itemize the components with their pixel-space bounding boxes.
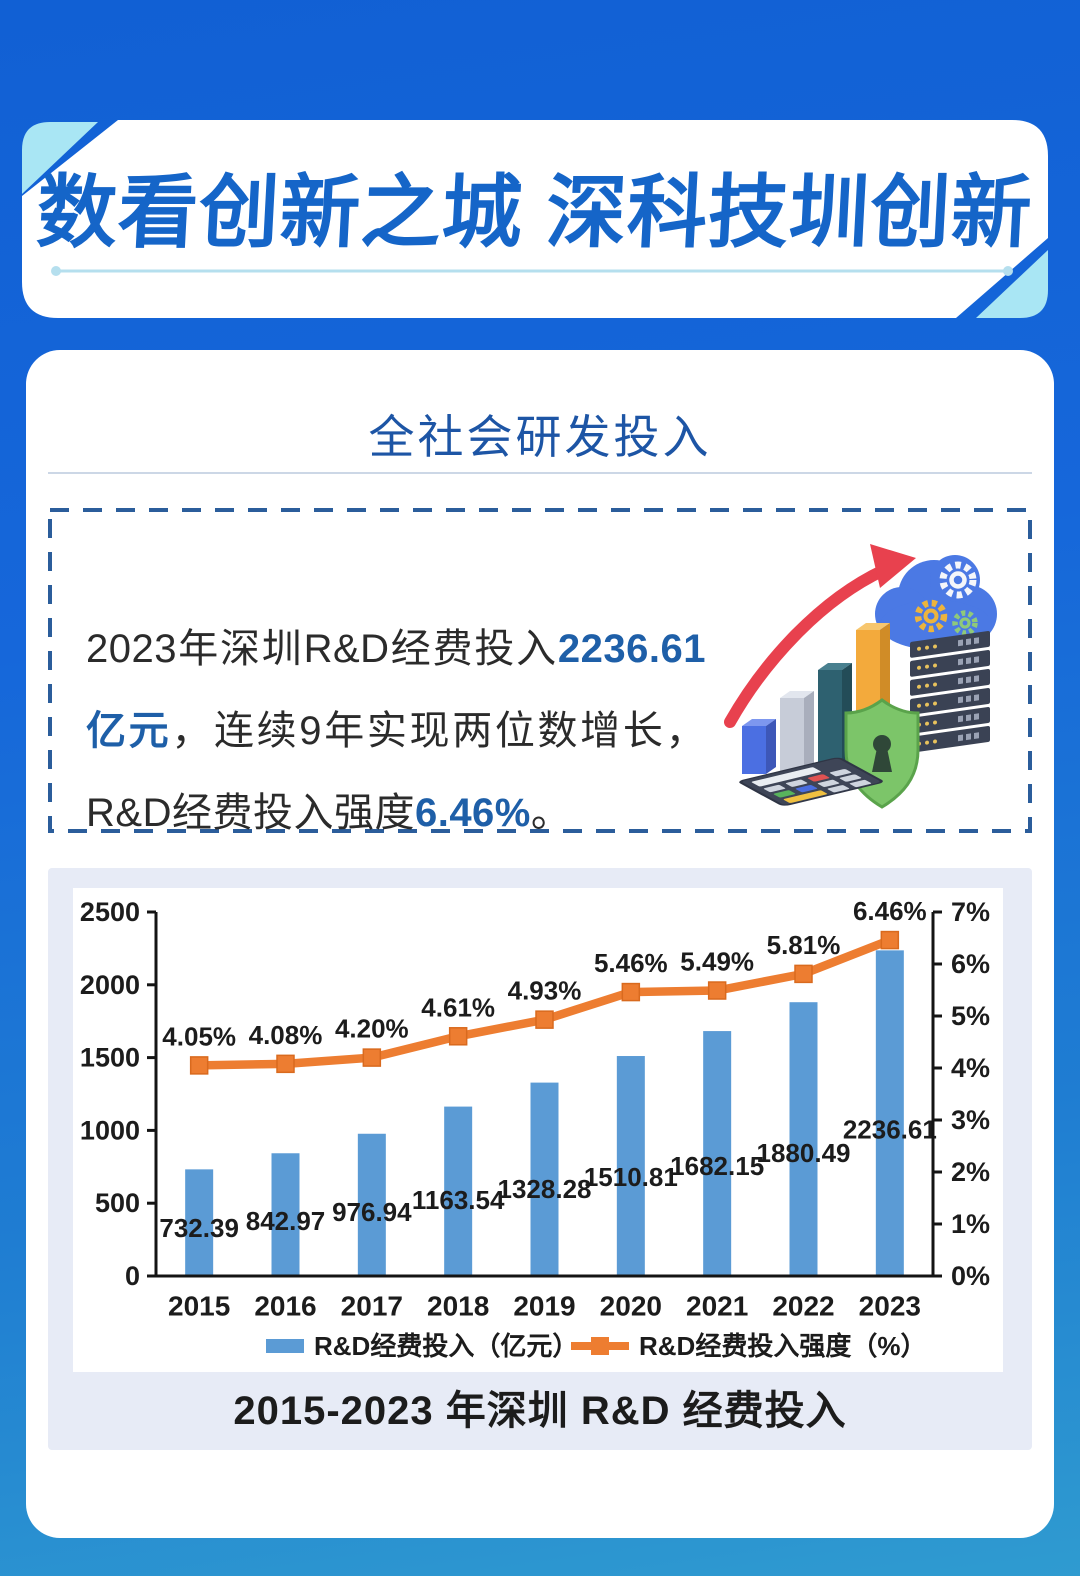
left-tick-label: 1000 [80,1115,140,1145]
bar-2023 [875,950,904,1276]
legend-bar-swatch [266,1339,304,1353]
right-tick-label: 3% [951,1105,990,1135]
right-tick-label: 2% [951,1157,990,1187]
bar-2018 [444,1106,473,1276]
right-tick-label: 6% [951,949,990,979]
banner-divider-dot-right [1003,266,1013,276]
line-label: 5.81% [767,930,841,960]
bar-2016 [271,1153,300,1276]
bar-label: 976.94 [332,1197,412,1227]
banner-accent-top-left [22,122,98,194]
line-marker [621,982,641,1002]
year-label: 2020 [600,1291,662,1322]
line-label: 4.08% [249,1020,323,1050]
banner-title: 数看创新之城 深科技圳创新 [34,168,1035,257]
paragraph-highlight-intensity: 6.46% [414,791,531,835]
left-tick-label: 500 [95,1188,140,1218]
line-marker [880,930,900,950]
line-marker [362,1048,382,1067]
banner-shape [22,120,1048,318]
server-stack-icon [910,631,990,753]
line-label: 4.61% [421,992,495,1022]
line-label: 5.46% [594,948,668,978]
paragraph-highlight-amount: 2236.61亿元 [86,627,706,753]
chart-legend: R&D经费投入（亿元） R&D经费投入强度（%） [266,1331,926,1361]
line-label: 5.49% [680,947,754,977]
chart-panel: 732.39 842.97 976.94 1163.54 1328.28 1510.81 1… [73,888,1003,1372]
bar-2015 [185,1169,214,1276]
bar-label: 1163.54 [412,1185,505,1215]
line-label: 6.46% [853,896,927,926]
bar-2020 [616,1056,645,1276]
gear-icon [914,599,948,633]
gear-icon [952,610,978,636]
year-label: 2022 [772,1291,834,1322]
right-tick-label: 5% [951,1001,990,1031]
tech-illustration [724,544,997,809]
year-label: 2015 [168,1291,230,1322]
calculator-icon [739,757,883,806]
legend-line-marker [591,1337,609,1355]
year-label: 2021 [686,1291,748,1322]
right-tick-label: 7% [951,897,990,927]
left-tick-label: 2500 [80,897,140,927]
content-card: 全社会研发投入 2023年深圳R&D经费投入2236.61亿元，连续9年实现两位… [26,350,1054,1538]
chart-caption: 2015-2023 年深圳 R&D 经费投入 [233,1389,847,1433]
dashed-border [48,508,1032,833]
bar-label: 842.97 [246,1206,326,1236]
line-label: 4.05% [162,1021,236,1051]
year-label: 2018 [427,1291,489,1322]
bar-2017 [357,1133,386,1276]
section-title: 全社会研发投入 [368,411,712,463]
year-label: 2017 [341,1291,403,1322]
growth-arrow-icon [724,544,916,728]
left-tick-label: 1500 [80,1043,140,1073]
chart-container: 732.39 842.97 976.94 1163.54 1328.28 1510.81 1… [48,868,1032,1450]
paragraph-segment: ，连续9年实现两位数增长，R&D经费投入强度 [86,709,707,835]
line-marker [535,1010,554,1029]
left-tick-label: 0 [125,1261,140,1291]
paragraph-segment: 2023年深圳R&D经费投入 [86,627,558,671]
right-tick-label: 4% [951,1053,990,1083]
line-marker [794,964,813,984]
gear-icon [939,561,977,599]
line-label: 4.93% [508,976,582,1006]
security-shield-icon [844,698,920,809]
year-label: 2023 [859,1291,921,1322]
paragraph-segment: 。 [530,791,572,835]
rd-combo-chart: 732.39 842.97 976.94 1163.541328.281510.811… [80,896,990,1361]
legend-bar-label: R&D经费投入（亿元） [314,1331,578,1361]
banner-accent-bottom-right [976,250,1048,318]
bar-2019 [530,1082,559,1276]
bar-2021 [703,1031,732,1276]
right-tick-label: 0% [951,1261,990,1291]
year-label: 2016 [254,1291,316,1322]
bar-label: 732.39 [159,1213,239,1243]
line-marker [189,1056,209,1075]
highlight-paragraph: 2023年深圳R&D经费投入2236.61亿元，连续9年实现两位数增长，R&D经… [86,608,706,854]
bar-2022 [789,1002,818,1276]
legend-line-label: R&D经费投入强度（%） [639,1331,926,1361]
highlight-box: 2023年深圳R&D经费投入2236.61亿元，连续9年实现两位数增长，R&D经… [48,508,1032,835]
section-divider [48,472,1032,474]
line-marker [448,1027,468,1046]
bar-label: 1880.49 [757,1138,851,1168]
left-tick-label: 2000 [80,970,140,1000]
bar-label: 1328.28 [498,1174,592,1204]
line-marker [707,981,727,1000]
bar-label: 2236.61 [843,1114,937,1144]
mini-bar [780,691,814,774]
year-label: 2019 [513,1291,575,1322]
right-tick-label: 1% [951,1209,990,1239]
banner-plate [22,120,1048,318]
banner-divider-dot-left [51,266,61,276]
line-label: 4.20% [335,1014,409,1044]
mini-bar [742,719,776,774]
bar-label: 1510.81 [584,1162,678,1192]
line-marker [276,1054,295,1074]
bar-label: 1682.15 [670,1151,764,1181]
